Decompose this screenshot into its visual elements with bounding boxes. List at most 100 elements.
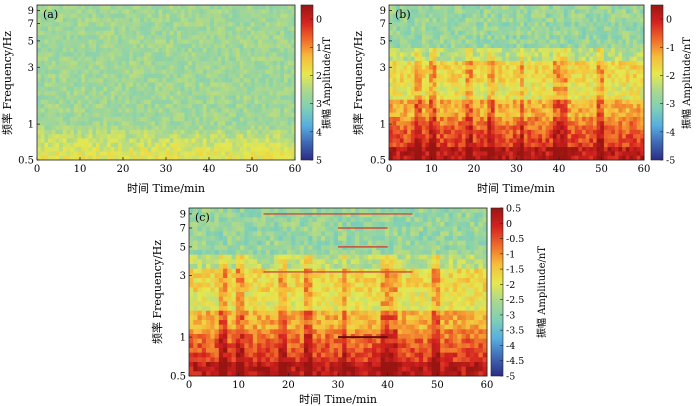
heatmap-cell — [195, 125, 200, 131]
heatmap-cell — [549, 69, 554, 75]
heatmap-cell — [563, 48, 568, 53]
heatmap-cell — [221, 138, 226, 144]
heatmap-cell — [494, 134, 499, 139]
heatmap-cell — [600, 125, 605, 131]
heatmap-cell — [498, 116, 503, 122]
heatmap-cell — [578, 129, 583, 135]
heatmap-cell — [180, 65, 185, 70]
heatmap-cell — [593, 112, 598, 118]
heatmap-cell — [625, 104, 630, 109]
heatmap-cell — [465, 26, 470, 32]
heatmap-cell — [254, 73, 259, 79]
heatmap-cell — [228, 26, 233, 32]
heatmap-cell — [265, 134, 270, 139]
heatmap-cell — [440, 26, 445, 32]
heatmap-cell — [173, 52, 178, 58]
heatmap-cell — [552, 142, 557, 148]
heatmap-cell — [440, 39, 445, 45]
heatmap-cell — [199, 147, 204, 152]
heatmap-cell — [469, 17, 474, 23]
heatmap-cell — [614, 73, 619, 79]
heatmap-cell — [118, 22, 123, 27]
heatmap-cell — [443, 30, 448, 36]
heatmap-cell — [202, 86, 207, 92]
heatmap-cell — [206, 129, 211, 135]
heatmap-cell — [37, 35, 42, 40]
heatmap-cell — [443, 13, 448, 19]
heatmap-cell — [491, 147, 496, 152]
heatmap-cell — [121, 91, 126, 96]
heatmap-cell — [509, 52, 514, 58]
heatmap-cell — [414, 60, 419, 66]
heatmap-cell — [217, 26, 222, 32]
heatmap-cell — [228, 151, 233, 157]
heatmap-cell — [291, 73, 296, 79]
heatmap-cell — [487, 65, 492, 70]
heatmap-cell — [158, 17, 163, 23]
heatmap-cell — [472, 108, 477, 114]
heatmap-cell — [611, 73, 616, 79]
heatmap-cell — [110, 116, 115, 122]
heatmap-cell — [629, 9, 634, 15]
heatmap-cell — [70, 56, 75, 62]
heatmap-cell — [48, 147, 53, 152]
heatmap-cell — [114, 99, 119, 105]
heatmap-cell — [73, 86, 78, 92]
heatmap-cell — [618, 69, 623, 75]
heatmap-cell — [283, 86, 289, 92]
heatmap-cell — [202, 129, 207, 135]
heatmap-cell — [217, 108, 222, 114]
heatmap-cell — [136, 129, 141, 135]
heatmap-cell — [396, 121, 401, 126]
heatmap-cell — [429, 129, 434, 135]
heatmap-cell — [436, 30, 441, 36]
heatmap-cell — [287, 9, 292, 15]
heatmap-cell — [461, 9, 466, 15]
heatmap-cell — [55, 30, 60, 36]
heatmap-cell — [51, 56, 56, 62]
heatmap-cell — [247, 86, 252, 92]
heatmap-cell — [73, 91, 78, 96]
heatmap-cell — [199, 86, 204, 92]
heatmap-cell — [523, 56, 528, 62]
heatmap-cell — [607, 39, 612, 45]
heatmap-cell — [59, 121, 64, 126]
heatmap-cell — [40, 60, 45, 66]
heatmap-cell — [534, 116, 539, 122]
heatmap-cell — [552, 56, 557, 62]
heatmap-cell — [51, 13, 56, 19]
heatmap-cell — [232, 147, 237, 152]
heatmap-cell — [258, 95, 263, 101]
heatmap-cell — [556, 99, 561, 105]
heatmap-cell — [607, 22, 612, 27]
heatmap-cell — [132, 35, 137, 40]
heatmap-cell — [151, 60, 156, 66]
heatmap-cell — [494, 108, 499, 114]
heatmap-cell — [114, 43, 119, 49]
heatmap-cell — [287, 13, 292, 19]
heatmap-cell — [534, 73, 539, 79]
heatmap-cell — [73, 95, 78, 101]
heatmap-cell — [136, 138, 141, 144]
heatmap-cell — [239, 48, 244, 53]
heatmap-cell — [180, 69, 185, 75]
heatmap-cell — [210, 69, 215, 75]
heatmap-cell — [392, 13, 397, 19]
heatmap-cell — [283, 121, 289, 126]
heatmap-cell — [154, 82, 160, 88]
heatmap-cell — [582, 125, 587, 131]
heatmap-cell — [461, 73, 466, 79]
heatmap-cell — [276, 39, 281, 45]
heatmap-cell — [258, 86, 263, 92]
heatmap-cell — [265, 26, 270, 32]
heatmap-cell — [195, 56, 200, 62]
heatmap-cell — [571, 43, 576, 49]
heatmap-cell — [258, 82, 263, 88]
heatmap-cell — [534, 60, 539, 66]
heatmap-cell — [236, 35, 241, 40]
heatmap-cell — [132, 52, 137, 58]
heatmap-cell — [184, 52, 189, 58]
heatmap-cell — [469, 112, 474, 118]
heatmap-cell — [593, 69, 598, 75]
heatmap-cell — [516, 134, 521, 139]
